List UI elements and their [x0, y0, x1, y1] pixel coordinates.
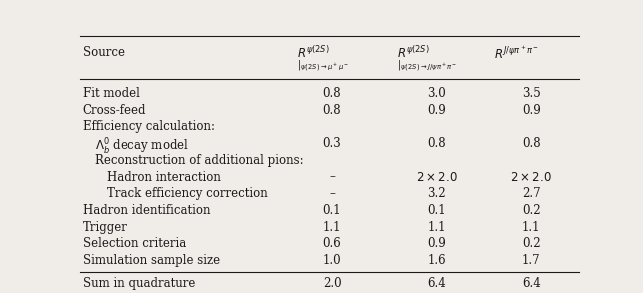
Text: 0.9: 0.9	[428, 237, 446, 250]
Text: Selection criteria: Selection criteria	[83, 237, 186, 250]
Text: Efficiency calculation:: Efficiency calculation:	[83, 120, 215, 133]
Text: 1.0: 1.0	[323, 254, 341, 267]
Text: Simulation sample size: Simulation sample size	[83, 254, 220, 267]
Text: 0.8: 0.8	[522, 137, 541, 150]
Text: –: –	[329, 171, 335, 183]
Text: $R^{J/\psi\pi^+\pi^-}$: $R^{J/\psi\pi^+\pi^-}$	[494, 45, 539, 62]
Text: 0.2: 0.2	[522, 237, 541, 250]
Text: $2\times2.0$: $2\times2.0$	[511, 171, 552, 183]
Text: Reconstruction of additional pions:: Reconstruction of additional pions:	[95, 154, 304, 167]
Text: 2.7: 2.7	[522, 187, 541, 200]
Text: Hadron interaction: Hadron interaction	[107, 171, 221, 183]
Text: 0.8: 0.8	[323, 104, 341, 117]
Text: 0.9: 0.9	[428, 104, 446, 117]
Text: 0.8: 0.8	[428, 137, 446, 150]
Text: Hadron identification: Hadron identification	[83, 204, 210, 217]
Text: 3.5: 3.5	[522, 87, 541, 100]
Text: $|_{\psi(2S)\to J/\psi\pi^+\pi^-}$: $|_{\psi(2S)\to J/\psi\pi^+\pi^-}$	[397, 59, 457, 74]
Text: 6.4: 6.4	[428, 277, 446, 290]
Text: 3.0: 3.0	[428, 87, 446, 100]
Text: 2.0: 2.0	[323, 277, 341, 290]
Text: Fit model: Fit model	[83, 87, 140, 100]
Text: 6.4: 6.4	[522, 277, 541, 290]
Text: 0.1: 0.1	[428, 204, 446, 217]
Text: 0.9: 0.9	[522, 104, 541, 117]
Text: 0.2: 0.2	[522, 204, 541, 217]
Text: 1.1: 1.1	[428, 221, 446, 234]
Text: Cross-feed: Cross-feed	[83, 104, 147, 117]
Text: 0.3: 0.3	[323, 137, 341, 150]
Text: 0.1: 0.1	[323, 204, 341, 217]
Text: 1.7: 1.7	[522, 254, 541, 267]
Text: 1.6: 1.6	[428, 254, 446, 267]
Text: $\Lambda_b^0$ decay model: $\Lambda_b^0$ decay model	[95, 137, 189, 157]
Text: Source: Source	[83, 47, 125, 59]
Text: Trigger: Trigger	[83, 221, 128, 234]
Text: 0.8: 0.8	[323, 87, 341, 100]
Text: –: –	[329, 187, 335, 200]
Text: 1.1: 1.1	[323, 221, 341, 234]
Text: Sum in quadrature: Sum in quadrature	[83, 277, 195, 290]
Text: $R^{\psi(2S)}$: $R^{\psi(2S)}$	[297, 45, 330, 61]
Text: 3.2: 3.2	[428, 187, 446, 200]
Text: 0.6: 0.6	[323, 237, 341, 250]
Text: Track efficiency correction: Track efficiency correction	[107, 187, 267, 200]
Text: $|_{\psi(2S)\to\mu^+\mu^-}$: $|_{\psi(2S)\to\mu^+\mu^-}$	[297, 59, 349, 74]
Text: $R^{\psi(2S)}$: $R^{\psi(2S)}$	[397, 45, 430, 61]
Text: $2\times2.0$: $2\times2.0$	[416, 171, 458, 183]
Text: 1.1: 1.1	[522, 221, 541, 234]
